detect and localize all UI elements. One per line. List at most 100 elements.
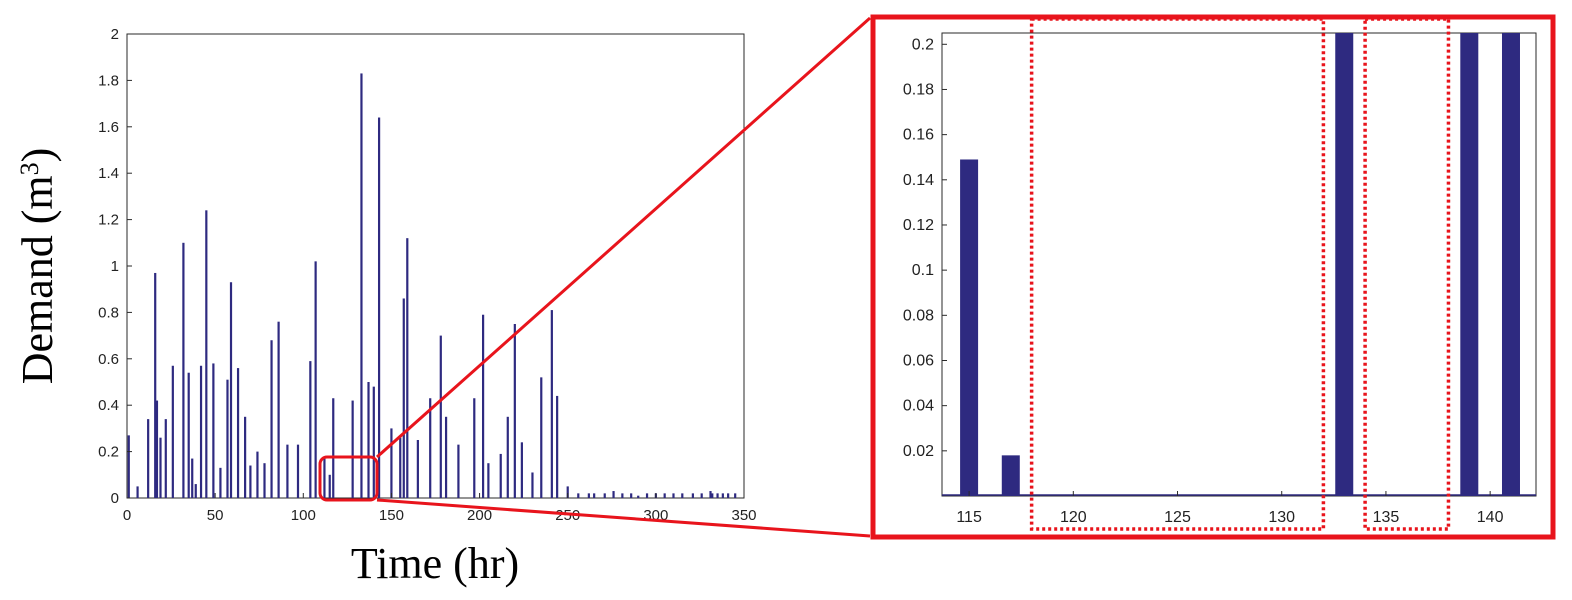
main-bar — [194, 484, 197, 498]
zoom-bar — [1001, 455, 1020, 496]
main-bar — [360, 73, 363, 498]
main-bar — [621, 493, 624, 498]
main-bar — [520, 442, 523, 498]
main-bar — [711, 493, 714, 498]
main-bar — [229, 282, 233, 498]
main-x-tick-label: 0 — [123, 507, 131, 524]
main-bar — [249, 465, 252, 498]
main-bar — [367, 382, 370, 498]
zoom-y-tick-label: 0.1 — [912, 262, 934, 279]
main-bar — [212, 363, 215, 498]
main-bar — [691, 493, 694, 498]
main-y-tick-label: 0 — [111, 490, 119, 507]
main-plot-area — [126, 33, 745, 499]
main-bar — [550, 310, 553, 498]
main-y-tick-label: 0.4 — [98, 397, 119, 414]
main-y-tick-label: 1.6 — [98, 119, 119, 136]
main-bar — [734, 493, 737, 498]
y-title-close: ) — [13, 148, 62, 163]
main-bar — [513, 324, 516, 498]
zoom-highlight — [318, 16, 871, 538]
main-bar — [727, 493, 730, 498]
main-x-tick-label: 200 — [467, 507, 492, 524]
main-bar — [587, 493, 590, 498]
main-bar — [205, 210, 208, 498]
main-bar — [323, 458, 326, 498]
main-bar — [630, 493, 633, 498]
main-bar — [314, 261, 317, 498]
main-bar — [429, 398, 432, 498]
zoom-y-tick-label: 0.06 — [903, 352, 934, 369]
main-bar — [637, 495, 640, 498]
zoom-y-tick-label: 0.14 — [903, 172, 934, 189]
main-bar — [663, 493, 666, 498]
main-x-tick-labels: 0 50 100 150 200 250 300 350 — [123, 493, 757, 524]
main-y-axis-title: Demand (m3) — [13, 148, 62, 385]
main-bar — [277, 321, 280, 498]
zoom-y-tick-label: 0.12 — [903, 217, 934, 234]
main-bar — [716, 493, 719, 498]
zoom-y-tick-label: 0.02 — [903, 443, 934, 460]
main-bar — [593, 493, 596, 498]
main-bar — [256, 451, 259, 498]
main-bar — [286, 444, 289, 498]
zoom-y-tick-labels: 0.02 0.04 0.06 0.08 0.1 0.12 0.14 0.16 0.18 0.2 — [903, 36, 947, 460]
main-bar — [270, 340, 273, 498]
main-bar — [164, 419, 167, 498]
main-bar — [416, 440, 419, 498]
zoom-x-tick-label: 130 — [1268, 509, 1295, 526]
main-bar — [444, 416, 448, 498]
main-bar — [481, 314, 485, 498]
main-bar — [556, 395, 559, 498]
zoom-x-tick-label: 140 — [1477, 509, 1504, 526]
main-bars — [127, 73, 737, 499]
main-bar — [506, 416, 509, 498]
zoom-dotted-box — [1363, 17, 1451, 531]
y-title-main: Demand (m — [13, 175, 62, 384]
main-bar — [439, 335, 442, 498]
main-y-tick-labels: 0 0.2 0.4 0.6 0.8 1 1.2 1.4 1.6 1.8 2 — [98, 26, 132, 507]
main-bar — [681, 493, 684, 498]
zoom-x-tick-label: 135 — [1373, 509, 1400, 526]
main-bar — [700, 493, 703, 498]
main-bar — [155, 400, 159, 498]
zoom-bar — [1501, 33, 1520, 496]
main-x-axis-title: Time (hr) — [351, 539, 519, 588]
main-bar — [226, 379, 229, 498]
main-bar — [473, 398, 476, 498]
zoom-bar — [1460, 33, 1479, 496]
main-bar — [372, 386, 375, 498]
main-bar — [709, 491, 712, 498]
zoom-dotted-boxes — [1029, 17, 1451, 531]
zoom-y-tick-label: 0.08 — [903, 307, 934, 324]
main-chart: 0 50 100 150 200 250 300 350 00.20.40.60.811.21… — [13, 26, 757, 588]
main-bar — [531, 472, 534, 498]
main-bar — [457, 444, 460, 498]
main-bar — [351, 400, 354, 498]
main-y-tick-label: 1.8 — [98, 72, 119, 89]
main-bar — [127, 435, 130, 498]
main-y-tick-label: 0.2 — [98, 444, 119, 461]
main-bar — [244, 416, 247, 498]
main-bar — [577, 493, 580, 498]
zoom-x-tick-label: 120 — [1060, 509, 1087, 526]
main-x-tick-label: 150 — [379, 507, 404, 524]
main-x-tick-label: 50 — [207, 507, 224, 524]
main-bar — [540, 377, 543, 498]
main-y-tick-label: 0.8 — [98, 304, 119, 321]
zoom-bar — [960, 159, 979, 497]
zoom-x-tick-label: 115 — [956, 509, 982, 526]
main-bar — [182, 242, 185, 498]
main-bar — [499, 453, 502, 498]
main-bar — [377, 117, 381, 499]
zoom-bars — [942, 33, 1536, 497]
main-y-tick-label: 2 — [111, 26, 119, 43]
main-bar — [136, 486, 139, 498]
main-bar — [399, 437, 402, 498]
zoom-y-tick-label: 0.2 — [912, 36, 934, 53]
main-bar — [263, 463, 266, 498]
main-bar — [159, 437, 162, 498]
main-bar — [296, 444, 300, 498]
main-bar — [236, 368, 240, 498]
main-bar — [645, 493, 649, 498]
